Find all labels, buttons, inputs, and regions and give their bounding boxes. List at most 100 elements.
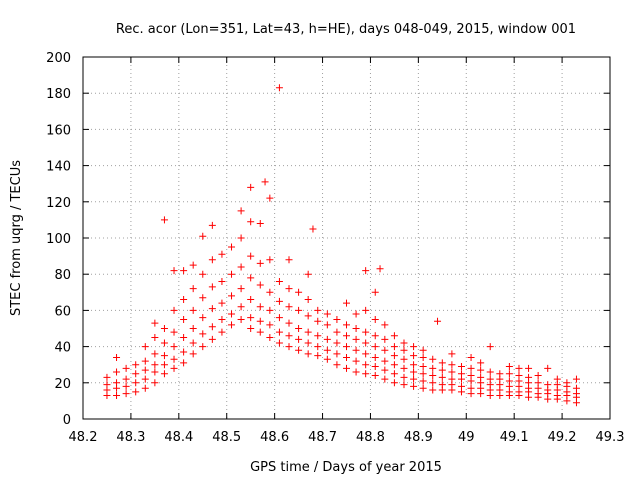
data-point <box>429 379 437 387</box>
data-point <box>343 321 350 329</box>
data-point <box>285 332 293 340</box>
data-point <box>572 384 580 392</box>
data-point <box>343 332 350 340</box>
data-point <box>170 306 178 314</box>
data-point <box>352 335 360 343</box>
data-point <box>467 384 475 392</box>
data-point <box>371 353 379 361</box>
data-point <box>199 343 207 351</box>
data-point <box>371 315 379 323</box>
data-point <box>323 335 331 343</box>
data-point <box>189 339 197 347</box>
data-point <box>218 299 226 307</box>
data-point <box>208 305 216 313</box>
data-point <box>295 346 303 354</box>
data-point <box>333 361 341 369</box>
data-point <box>132 370 140 378</box>
data-point <box>457 382 465 390</box>
data-point <box>266 288 274 296</box>
data-point <box>228 310 236 318</box>
data-point <box>309 225 317 233</box>
data-point <box>419 353 427 361</box>
data-point <box>132 361 140 369</box>
data-point <box>189 325 197 332</box>
data-point <box>515 364 523 372</box>
data-point <box>275 314 283 322</box>
plot-frame <box>82 56 611 420</box>
data-point <box>208 221 216 229</box>
data-point <box>438 359 446 367</box>
data-point <box>180 348 188 356</box>
data-point <box>419 377 427 385</box>
y-tick-label: 60 <box>54 304 71 319</box>
data-point <box>295 335 303 343</box>
data-point <box>390 352 398 360</box>
data-point <box>505 377 513 385</box>
data-point <box>314 317 322 325</box>
data-point <box>256 259 264 267</box>
data-point <box>477 359 485 367</box>
x-tick-label: 48.4 <box>164 430 193 445</box>
data-point <box>390 361 398 369</box>
data-point <box>371 363 379 371</box>
data-point <box>371 332 379 340</box>
x-tick-label: 48.9 <box>404 430 433 445</box>
data-point <box>199 294 207 302</box>
data-point <box>419 346 427 354</box>
data-point <box>352 357 360 365</box>
data-point <box>275 84 283 92</box>
data-point <box>304 296 312 304</box>
data-point <box>400 381 408 389</box>
x-tick-label: 49.1 <box>500 430 529 445</box>
data-point <box>256 317 264 325</box>
data-point <box>247 252 255 260</box>
data-point <box>170 328 178 336</box>
data-point <box>467 353 475 361</box>
data-point <box>180 315 188 323</box>
data-point <box>151 350 159 358</box>
x-tick-label: 48.7 <box>308 430 337 445</box>
data-point <box>141 357 149 365</box>
y-axis-label: STEC from uqrg / TECUs <box>9 160 24 316</box>
data-point <box>323 310 331 318</box>
data-point <box>261 178 269 186</box>
data-point <box>304 270 312 278</box>
data-point <box>371 343 379 351</box>
data-point <box>275 277 283 285</box>
data-point <box>237 315 245 323</box>
data-point <box>170 267 178 275</box>
y-tick-label: 120 <box>46 196 71 211</box>
data-point <box>477 373 485 381</box>
data-point <box>429 372 437 380</box>
x-tick-label: 48.8 <box>356 430 385 445</box>
data-point <box>170 364 178 372</box>
data-point <box>438 373 446 381</box>
data-point <box>314 343 322 351</box>
x-tick-label: 48.6 <box>260 430 289 445</box>
data-point <box>352 368 360 376</box>
data-point <box>160 216 168 224</box>
data-point <box>505 363 513 371</box>
data-point <box>199 270 207 278</box>
data-point <box>180 267 188 275</box>
y-tick-label: 100 <box>46 232 71 247</box>
data-point <box>228 321 236 329</box>
data-point <box>419 363 427 371</box>
data-point <box>505 370 513 378</box>
data-point <box>362 267 370 275</box>
data-point <box>323 346 331 354</box>
data-point <box>333 339 341 347</box>
data-point <box>256 220 264 228</box>
data-point <box>189 285 197 293</box>
data-point <box>266 194 274 202</box>
data-point <box>237 285 245 293</box>
data-point <box>237 207 245 215</box>
data-point <box>333 350 341 358</box>
data-point <box>486 343 494 351</box>
data-point <box>390 332 398 340</box>
tick-layer <box>82 56 611 420</box>
data-point <box>563 379 571 387</box>
data-point <box>266 321 274 329</box>
data-point <box>390 343 398 351</box>
